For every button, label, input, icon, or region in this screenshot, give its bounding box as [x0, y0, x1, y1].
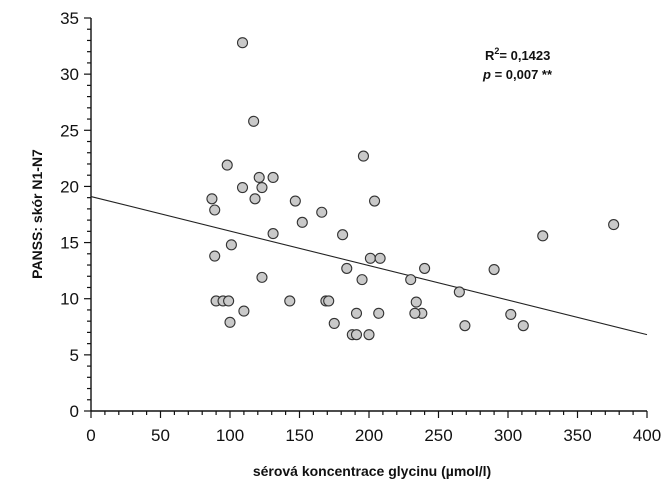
data-point	[267, 171, 279, 183]
data-point	[284, 295, 296, 307]
data-point	[328, 317, 340, 329]
data-point	[419, 262, 431, 274]
p-symbol: p	[482, 67, 491, 82]
data-point	[356, 274, 368, 286]
y-tick-label: 20	[60, 177, 79, 196]
x-tick-label: 100	[216, 426, 244, 445]
x-tick-label: 0	[86, 426, 95, 445]
data-point	[537, 230, 549, 242]
data-point	[369, 195, 381, 207]
x-axis-title: sérová koncentrace glycinu (µmol/l)	[253, 463, 491, 479]
y-tick-label: 5	[70, 346, 79, 365]
data-point	[248, 115, 260, 127]
y-tick-label: 30	[60, 65, 79, 84]
x-tick-label: 400	[633, 426, 661, 445]
x-tick-label: 50	[151, 426, 170, 445]
data-point	[236, 37, 249, 49]
data-point	[341, 262, 353, 274]
y-tick-label: 15	[60, 234, 79, 253]
data-point	[296, 216, 308, 228]
data-point	[350, 329, 363, 341]
data-point	[374, 252, 386, 264]
data-point	[357, 150, 369, 162]
data-point	[256, 182, 268, 194]
data-point	[316, 206, 328, 218]
p-value-annotation: p = 0,007 **	[482, 67, 553, 82]
data-point	[405, 274, 417, 286]
r-squared-symbol: R	[485, 48, 495, 63]
p-value: = 0,007 **	[491, 67, 553, 82]
regression-line	[90, 196, 648, 336]
r-squared-superscript: 2	[494, 46, 499, 56]
x-tick-label: 200	[355, 426, 383, 445]
x-tick-label: 300	[494, 426, 522, 445]
data-point	[206, 193, 218, 205]
r-squared-annotation: R2= 0,1423	[485, 46, 550, 63]
data-point	[209, 204, 221, 216]
data-point	[363, 329, 375, 341]
data-point	[459, 320, 471, 332]
data-point	[350, 307, 363, 319]
ticks	[84, 17, 648, 418]
data-point	[221, 159, 233, 171]
data-point	[337, 229, 349, 241]
x-tick-label: 150	[285, 426, 313, 445]
data-points	[206, 37, 620, 341]
y-tick-label: 35	[60, 9, 79, 28]
data-point	[517, 320, 529, 332]
data-point	[224, 316, 236, 328]
data-point	[209, 250, 221, 262]
x-tick-label: 250	[424, 426, 452, 445]
y-tick-label: 0	[70, 402, 79, 421]
data-point	[236, 182, 249, 194]
x-tick-label: 350	[563, 426, 591, 445]
data-point	[267, 228, 279, 240]
data-point	[488, 263, 500, 276]
y-tick-label: 10	[60, 290, 79, 309]
data-point	[223, 295, 235, 307]
data-point	[409, 307, 421, 319]
data-point	[410, 296, 422, 308]
data-point	[364, 252, 376, 264]
y-tick-label: 25	[60, 121, 79, 140]
axes	[90, 18, 647, 412]
data-point	[253, 171, 265, 183]
data-point	[249, 193, 261, 205]
r-squared-value: = 0,1423	[499, 48, 550, 63]
data-point	[256, 271, 268, 283]
data-point	[323, 295, 335, 307]
y-axis-title: PANSS: skór N1-N7	[29, 149, 45, 279]
data-point	[453, 286, 465, 298]
data-point	[238, 305, 250, 317]
data-point	[505, 308, 517, 320]
data-point	[608, 219, 620, 231]
data-point	[225, 239, 237, 251]
data-point	[373, 307, 385, 319]
data-point	[289, 195, 301, 207]
